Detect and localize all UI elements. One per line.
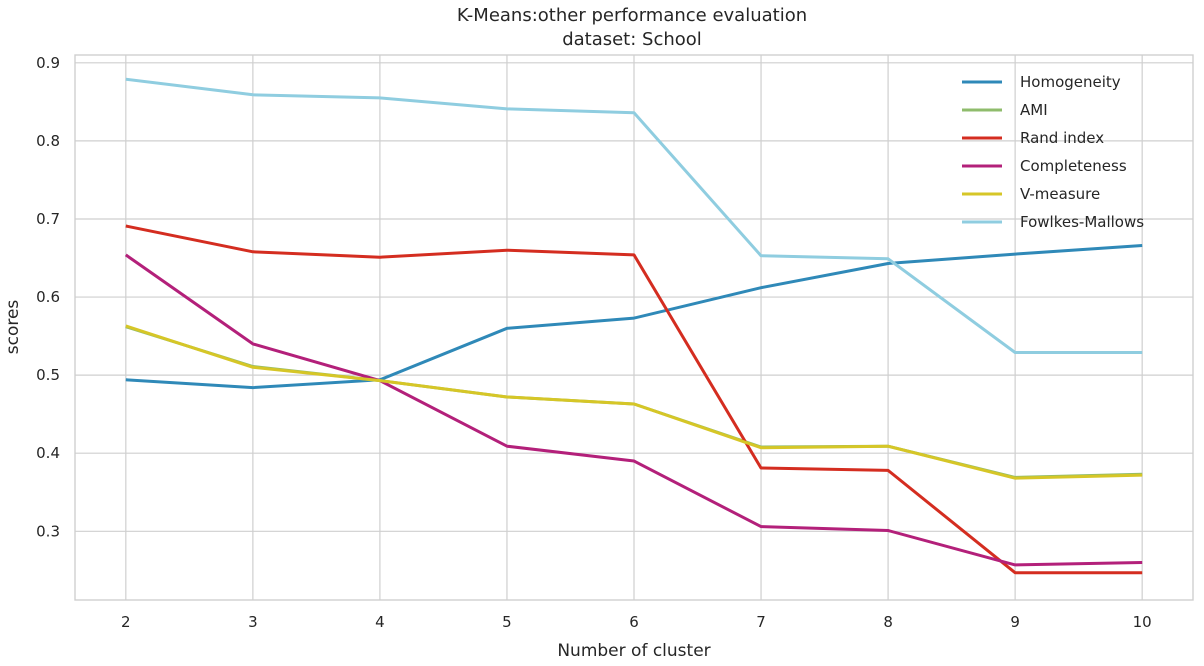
y-tick-label: 0.5 <box>36 366 60 384</box>
legend-label: V-measure <box>1020 185 1100 203</box>
series-lines <box>124 77 1143 575</box>
y-tick-label: 0.6 <box>36 288 60 306</box>
y-tick-label: 0.4 <box>36 444 60 462</box>
y-axis-label: scores <box>3 300 23 355</box>
y-tick-label: 0.7 <box>36 210 60 228</box>
x-tick-label: 10 <box>1133 613 1152 631</box>
x-tick-label: 8 <box>883 613 893 631</box>
x-tick-label: 4 <box>375 613 385 631</box>
legend-label: Homogeneity <box>1020 73 1121 91</box>
series-line-rand-index <box>125 224 1143 575</box>
chart-title: K-Means:other performance evaluation <box>457 5 807 26</box>
series-line-homogeneity <box>125 244 1143 390</box>
legend-item-rand-index: Rand index <box>962 129 1104 147</box>
x-tick-label: 9 <box>1010 613 1020 631</box>
x-tick-label: 3 <box>248 613 258 631</box>
legend-item-ami: AMI <box>962 101 1048 119</box>
legend-label: Fowlkes-Mallows <box>1020 213 1144 231</box>
grid <box>75 55 1193 600</box>
legend-label: AMI <box>1020 101 1048 119</box>
x-tick-label: 2 <box>121 613 131 631</box>
legend-item-homogeneity: Homogeneity <box>962 73 1121 91</box>
x-tick-label: 7 <box>756 613 766 631</box>
legend-label: Rand index <box>1020 129 1104 147</box>
y-tick-label: 0.3 <box>36 522 60 540</box>
y-tick-label: 0.8 <box>36 132 60 150</box>
plot-frame <box>74 54 1194 601</box>
y-axis-ticks: 0.3 0.4 0.5 0.6 0.7 0.8 0.9 <box>36 54 60 540</box>
series-line-completeness <box>124 253 1143 567</box>
legend: Homogeneity AMI Rand index Completeness V-me… <box>962 73 1144 231</box>
x-axis-ticks: 2 3 4 5 6 7 8 9 10 <box>121 613 1152 631</box>
chart-subtitle: dataset: School <box>562 29 702 50</box>
legend-item-v-measure: V-measure <box>962 185 1100 203</box>
x-tick-label: 5 <box>502 613 512 631</box>
legend-item-completeness: Completeness <box>962 157 1127 175</box>
series-line-fowlkes-mallows <box>125 77 1143 354</box>
series-line-v-measure <box>125 324 1143 480</box>
x-tick-label: 6 <box>629 613 639 631</box>
y-tick-label: 0.9 <box>36 54 60 72</box>
x-axis-label: Number of cluster <box>557 641 710 661</box>
legend-label: Completeness <box>1020 157 1127 175</box>
legend-item-fowlkes-mallows: Fowlkes-Mallows <box>962 213 1144 231</box>
